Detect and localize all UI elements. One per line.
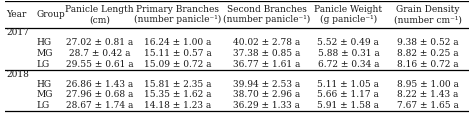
Text: 28.7 ± 0.42 a: 28.7 ± 0.42 a (69, 49, 130, 58)
Text: 7.67 ± 1.65 a: 7.67 ± 1.65 a (397, 101, 458, 110)
Text: 40.02 ± 2.78 a: 40.02 ± 2.78 a (233, 38, 301, 47)
Text: 39.94 ± 2.53 a: 39.94 ± 2.53 a (233, 80, 301, 89)
Text: 2018: 2018 (7, 70, 29, 79)
Text: 8.16 ± 0.72 a: 8.16 ± 0.72 a (397, 60, 458, 69)
Text: Year: Year (7, 10, 27, 19)
Text: 28.67 ± 1.74 a: 28.67 ± 1.74 a (66, 101, 133, 110)
Text: 5.11 ± 1.05 a: 5.11 ± 1.05 a (318, 80, 379, 89)
Text: Group: Group (36, 10, 65, 19)
Text: 9.38 ± 0.52 a: 9.38 ± 0.52 a (397, 38, 458, 47)
Text: 8.22 ± 1.43 a: 8.22 ± 1.43 a (397, 90, 458, 99)
Text: 38.70 ± 2.96 a: 38.70 ± 2.96 a (233, 90, 301, 99)
Text: 37.38 ± 0.85 a: 37.38 ± 0.85 a (233, 49, 301, 58)
Text: 27.02 ± 0.81 a: 27.02 ± 0.81 a (66, 38, 133, 47)
Text: Grain Density
(number cm⁻¹): Grain Density (number cm⁻¹) (393, 5, 461, 24)
Text: 6.72 ± 0.34 a: 6.72 ± 0.34 a (318, 60, 379, 69)
Text: 16.24 ± 1.00 a: 16.24 ± 1.00 a (144, 38, 211, 47)
Text: 27.96 ± 0.68 a: 27.96 ± 0.68 a (66, 90, 133, 99)
Text: 26.86 ± 1.43 a: 26.86 ± 1.43 a (66, 80, 133, 89)
Text: LG: LG (36, 101, 49, 110)
Text: 8.95 ± 1.00 a: 8.95 ± 1.00 a (397, 80, 458, 89)
Text: HG: HG (36, 80, 51, 89)
Text: Second Branches
(number panicle⁻¹): Second Branches (number panicle⁻¹) (223, 5, 310, 24)
Text: 5.66 ± 1.17 a: 5.66 ± 1.17 a (318, 90, 379, 99)
Text: 14.18 ± 1.23 a: 14.18 ± 1.23 a (144, 101, 211, 110)
Text: 5.91 ± 1.58 a: 5.91 ± 1.58 a (318, 101, 379, 110)
Text: 15.35 ± 1.62 a: 15.35 ± 1.62 a (144, 90, 211, 99)
Text: 5.52 ± 0.49 a: 5.52 ± 0.49 a (318, 38, 379, 47)
Text: Primary Branches
(number panicle⁻¹): Primary Branches (number panicle⁻¹) (134, 5, 221, 24)
Text: 15.81 ± 2.35 a: 15.81 ± 2.35 a (144, 80, 211, 89)
Text: 36.77 ± 1.61 a: 36.77 ± 1.61 a (233, 60, 301, 69)
Text: Panicle Length
(cm): Panicle Length (cm) (65, 5, 134, 24)
Text: LG: LG (36, 60, 49, 69)
Text: 29.55 ± 0.61 a: 29.55 ± 0.61 a (65, 60, 133, 69)
Text: 15.09 ± 0.72 a: 15.09 ± 0.72 a (144, 60, 211, 69)
Text: Panicle Weight
(g panicle⁻¹): Panicle Weight (g panicle⁻¹) (314, 5, 383, 24)
Text: HG: HG (36, 38, 51, 47)
Text: MG: MG (36, 90, 53, 99)
Text: 36.29 ± 1.33 a: 36.29 ± 1.33 a (233, 101, 300, 110)
Text: MG: MG (36, 49, 53, 58)
Text: 5.88 ± 0.31 a: 5.88 ± 0.31 a (318, 49, 379, 58)
Text: 8.82 ± 0.25 a: 8.82 ± 0.25 a (397, 49, 458, 58)
Text: 2017: 2017 (7, 28, 29, 37)
Text: 15.11 ± 0.57 a: 15.11 ± 0.57 a (144, 49, 211, 58)
